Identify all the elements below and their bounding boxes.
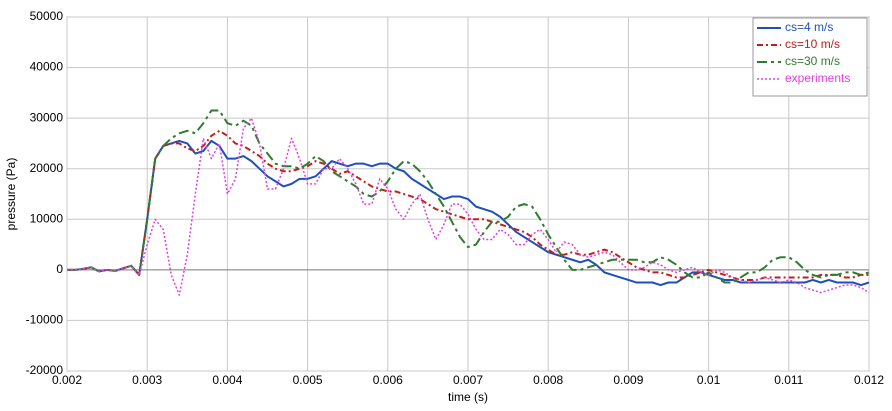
y-tick-label: -10000 [26,313,64,327]
y-axis-label: pressure (Pa) [4,158,18,231]
x-tick-label: 0.006 [373,373,403,387]
x-tick-label: 0.012 [854,373,884,387]
y-tick-label: 30000 [30,110,64,124]
legend-label: cs=10 m/s [785,37,840,51]
legend-label: experiments [785,71,850,85]
data-line [67,109,870,284]
data-line [67,117,870,296]
legend-label: cs=30 m/s [785,54,840,68]
x-tick-label: 0.011 [774,373,803,387]
x-axis-label: time (s) [448,390,488,404]
x-tick-label: 0.005 [293,373,323,387]
y-tick-label: 40000 [30,60,64,74]
x-tick-label: 0.002 [52,373,82,387]
x-tick-label: 0.01 [697,373,721,387]
legend: cs=4 m/s cs=10 m/s cs=30 m/s experiments [752,17,868,97]
x-tick-label: 0.007 [453,373,483,387]
legend-box [752,17,868,97]
y-tick-label: 50000 [30,9,64,23]
y-tick-label: 0 [56,262,63,276]
y-tick-label: -20000 [26,363,64,377]
legend-label: cs=4 m/s [785,20,833,34]
data-line [67,129,869,281]
x-tick-label: 0.004 [212,373,242,387]
y-tick-label: 10000 [30,211,64,225]
y-tick-label: 20000 [30,161,64,175]
x-tick-label: 0.003 [132,373,162,387]
x-tick-label: 0.008 [533,373,563,387]
x-tick-label: 0.009 [613,373,643,387]
